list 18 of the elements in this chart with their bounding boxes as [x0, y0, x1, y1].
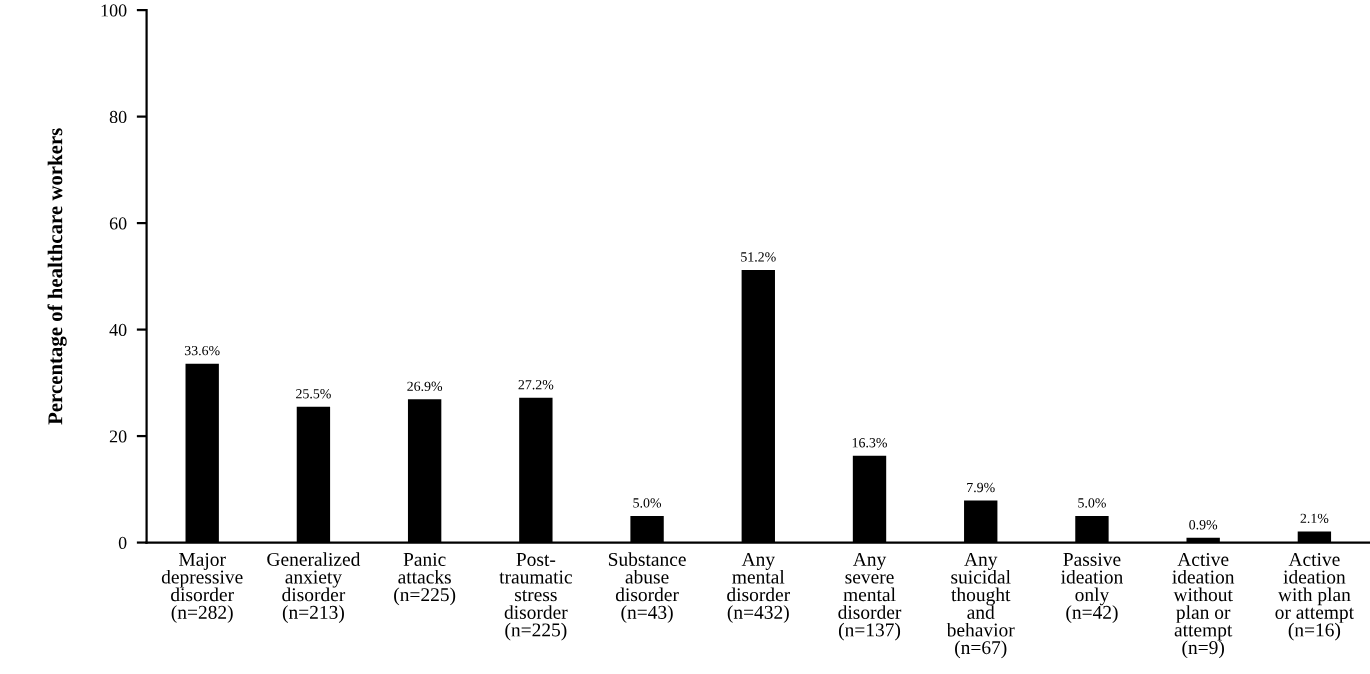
x-tick-label: Passive ideation only (n=42) [1061, 552, 1123, 623]
y-tick-label: 60 [109, 217, 127, 230]
x-tick-label: Any suicidal thought and behavior (n=67) [946, 552, 1015, 659]
y-tick-label: 100 [101, 4, 127, 17]
x-tick-label: Substance abuse disorder (n=43) [608, 552, 686, 623]
x-tick-label: Any severe mental disorder (n=137) [838, 552, 902, 641]
y-tick-label: 0 [118, 536, 127, 550]
x-tick-label: Generalized anxiety disorder (n=213) [267, 552, 361, 623]
x-tick-label: Major depressive disorder (n=282) [161, 552, 243, 623]
y-tick-label: 40 [109, 323, 127, 337]
y-axis-title: Percentage of healthcare workers [47, 128, 67, 425]
y-tick-label: 80 [109, 110, 127, 124]
x-tick-label: Active ideation with plan or attempt (n=16) [1275, 552, 1354, 641]
x-tick-label: Active ideation without plan or attempt (n=9) [1172, 552, 1235, 659]
y-tick-label: 20 [109, 430, 127, 443]
x-tick-label: Panic attacks (n=225) [394, 552, 456, 606]
x-tick-label: Post- traumatic stress disorder (n=225) [499, 553, 572, 641]
x-tick-label: Any mental disorder (n=432) [727, 552, 790, 623]
